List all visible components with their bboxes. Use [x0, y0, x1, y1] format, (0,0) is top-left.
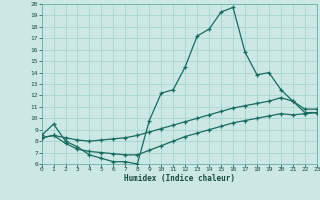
X-axis label: Humidex (Indice chaleur): Humidex (Indice chaleur)	[124, 174, 235, 183]
